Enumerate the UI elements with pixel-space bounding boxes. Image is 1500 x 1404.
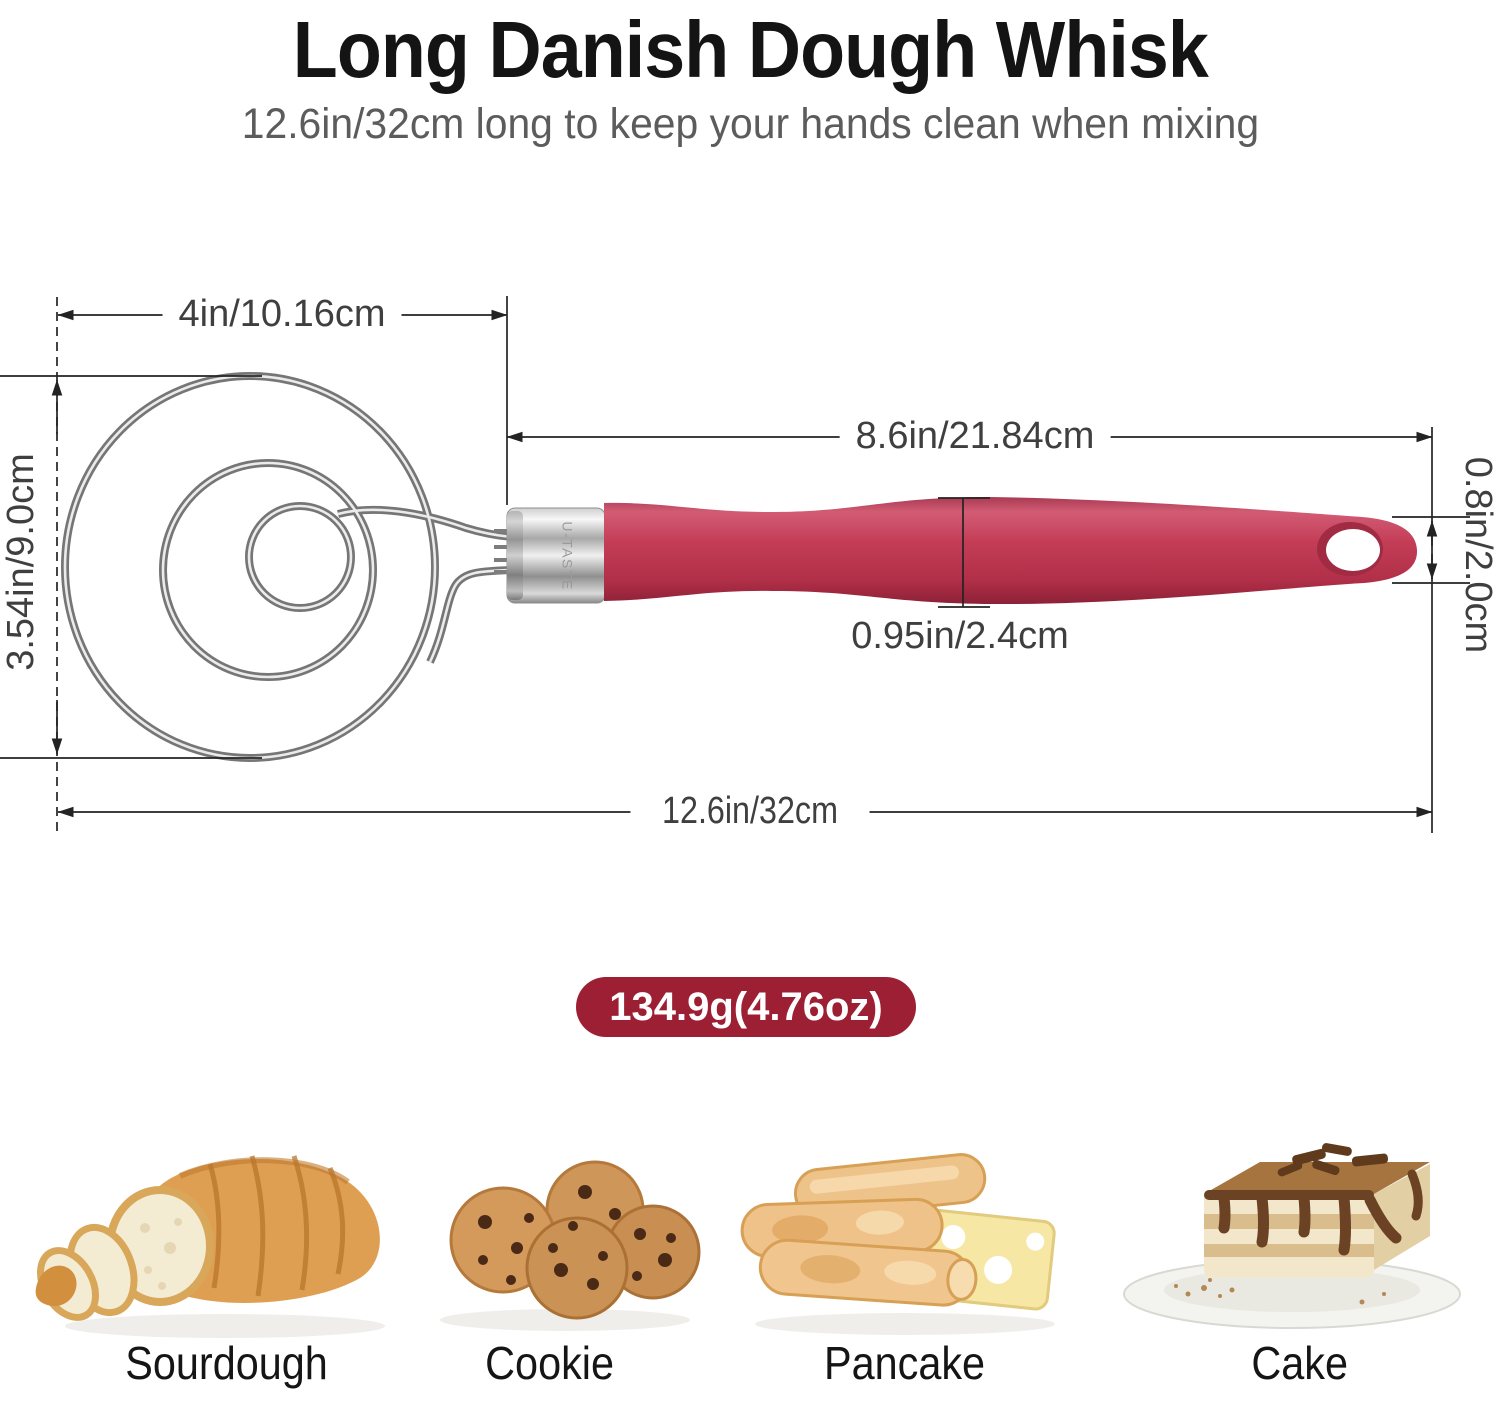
- dim-label-head-width: 4in/10.16cm: [162, 293, 402, 337]
- weight-badge: 134.9g(4.76oz): [576, 977, 916, 1037]
- use-label-cookie-text: Cookie: [485, 1337, 615, 1389]
- page-subtitle: 12.6in/32cm long to keep your hands clea…: [241, 100, 1259, 148]
- use-label-cookie: Cookie: [390, 1336, 710, 1391]
- dim-label-head-height: 3.54in/9.0cm: [0, 453, 43, 671]
- use-label-cake-text: Cake: [1251, 1337, 1349, 1389]
- ferrule: U-TASTE: [506, 507, 606, 604]
- pancake-image: [740, 1153, 1056, 1335]
- brand-text: U-TASTE: [559, 521, 575, 590]
- dim-label-total-length-text: 12.6in/32cm: [662, 790, 838, 833]
- use-label-pancake-text: Pancake: [824, 1337, 986, 1389]
- dimension-diagram: U-TASTE: [0, 296, 1470, 833]
- dim-label-total-length: 12.6in/32cm: [630, 790, 870, 834]
- use-label-cake: Cake: [1140, 1336, 1460, 1391]
- page-title: Long Danish Dough Whisk: [292, 5, 1208, 94]
- subheader: 12.6in/32cm long to keep your hands clea…: [0, 100, 1500, 149]
- cake-image: [1123, 1143, 1461, 1329]
- sourdough-image: [35, 1155, 385, 1338]
- header: Long Danish Dough Whisk: [0, 4, 1500, 96]
- weight-badge-text: 134.9g(4.76oz): [609, 984, 883, 1029]
- whisk-head-wires: [65, 376, 513, 758]
- cookie-image: [440, 1160, 701, 1331]
- dim-label-handle-diameter: 0.95in/2.4cm: [851, 615, 1069, 658]
- handle: [604, 497, 1418, 605]
- dim-label-tip-height: 0.8in/2.0cm: [1456, 456, 1499, 654]
- dim-label-handle-length: 8.6in/21.84cm: [839, 415, 1111, 459]
- use-label-pancake: Pancake: [745, 1336, 1065, 1391]
- hang-hole: [1317, 522, 1383, 576]
- use-label-sourdough-text: Sourdough: [125, 1337, 329, 1389]
- use-label-sourdough: Sourdough: [55, 1336, 399, 1391]
